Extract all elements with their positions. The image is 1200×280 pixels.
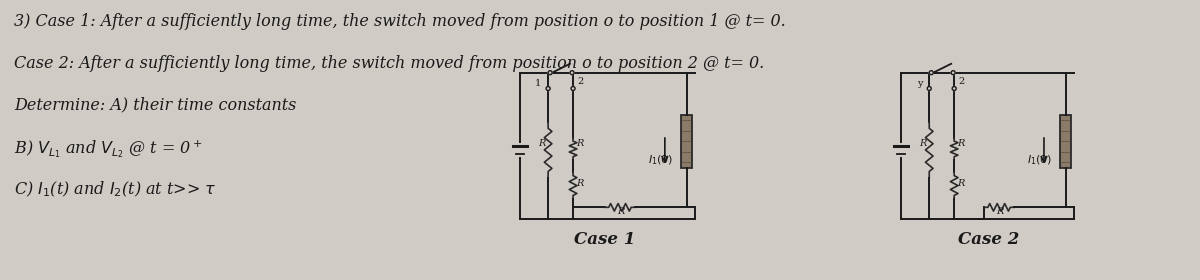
Text: 3) Case 1: After a sufficiently long time, the switch moved from position o to p: 3) Case 1: After a sufficiently long tim…	[14, 13, 786, 30]
Text: R: R	[576, 179, 583, 188]
Text: R: R	[538, 139, 546, 148]
Circle shape	[929, 71, 934, 75]
Text: R: R	[576, 139, 583, 148]
Circle shape	[570, 71, 574, 75]
Text: R: R	[996, 207, 1003, 216]
Circle shape	[546, 87, 550, 90]
Text: R: R	[958, 179, 965, 188]
FancyBboxPatch shape	[1061, 115, 1072, 168]
Text: R: R	[958, 139, 965, 148]
Circle shape	[571, 87, 575, 90]
Text: $I_1(0)$: $I_1(0)$	[1027, 153, 1052, 167]
Circle shape	[548, 71, 552, 75]
Text: 1: 1	[535, 79, 541, 88]
Circle shape	[928, 87, 931, 90]
Text: y: y	[917, 79, 923, 88]
Text: R: R	[617, 207, 624, 216]
Text: Determine: A) their time constants: Determine: A) their time constants	[14, 96, 296, 113]
Text: 2: 2	[577, 76, 583, 86]
Text: $I_1(0)$: $I_1(0)$	[648, 153, 673, 167]
Text: B) $V_{L_1}$ and $V_{L_2}$ @ t = 0$^+$: B) $V_{L_1}$ and $V_{L_2}$ @ t = 0$^+$	[14, 138, 203, 160]
Circle shape	[952, 87, 956, 90]
Text: R: R	[919, 139, 926, 148]
FancyBboxPatch shape	[682, 115, 692, 168]
Text: Case 2: After a sufficiently long time, the switch moved from position o to posi: Case 2: After a sufficiently long time, …	[14, 55, 764, 72]
Text: 2: 2	[958, 76, 965, 86]
Text: Case 2: Case 2	[959, 231, 1020, 248]
Text: Case 1: Case 1	[575, 231, 636, 248]
Text: C) $I_1$(t) and $I_2$(t) at t>> $\tau$: C) $I_1$(t) and $I_2$(t) at t>> $\tau$	[14, 179, 217, 199]
Circle shape	[952, 71, 955, 75]
